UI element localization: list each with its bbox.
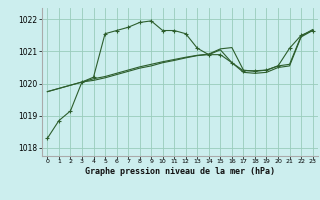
X-axis label: Graphe pression niveau de la mer (hPa): Graphe pression niveau de la mer (hPa) xyxy=(85,167,275,176)
